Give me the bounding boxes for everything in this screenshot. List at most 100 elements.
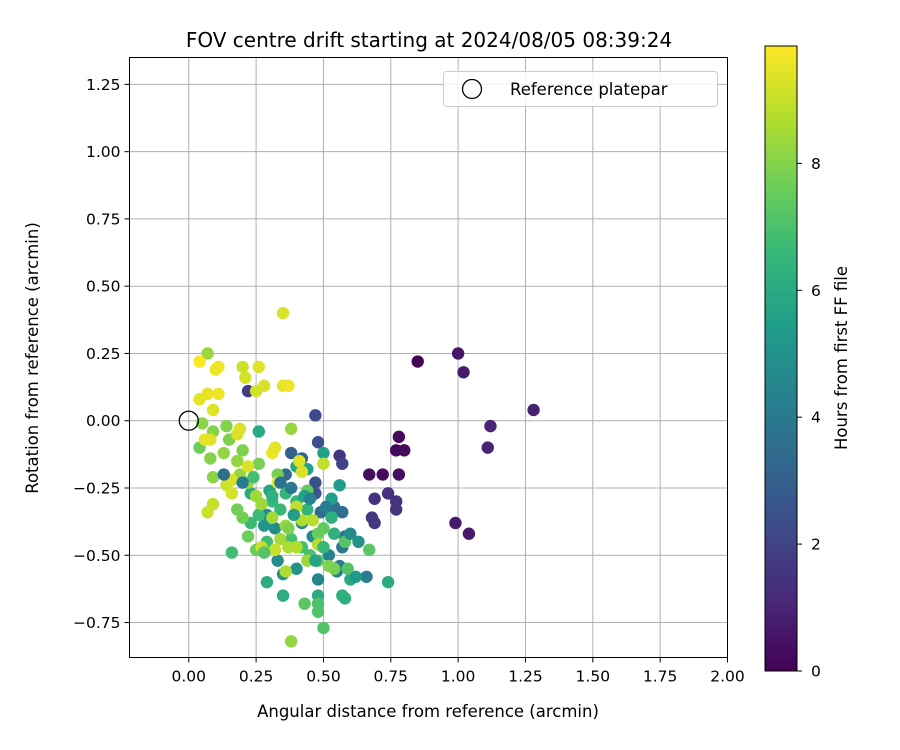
x-tick-label: 0.25 [239, 668, 274, 686]
x-tick-label: 0.50 [306, 668, 341, 686]
data-point [457, 366, 470, 379]
data-point [231, 454, 244, 468]
data-point [336, 457, 349, 470]
data-point [284, 635, 298, 648]
data-point [282, 522, 295, 535]
x-tick-label: 1.50 [576, 668, 611, 686]
data-point [274, 476, 287, 489]
y-tick-label: −0.75 [73, 614, 121, 632]
data-point [311, 527, 325, 540]
data-point [328, 562, 341, 575]
colorbar-gradient [764, 45, 798, 672]
data-point [309, 409, 322, 422]
reference-platepar-marker [178, 410, 199, 431]
data-point [266, 511, 279, 524]
data-point [398, 444, 411, 457]
colorbar-tick-label: 2 [811, 536, 821, 554]
data-point [201, 347, 214, 360]
colorbar-tick-label: 6 [811, 282, 821, 300]
data-point [389, 503, 403, 516]
x-tick-label: 1.00 [441, 668, 476, 686]
data-point [336, 506, 349, 519]
data-point [217, 468, 230, 481]
data-point [260, 575, 274, 589]
data-point [239, 371, 252, 384]
data-point [257, 379, 271, 392]
data-point [381, 487, 395, 500]
data-point [301, 503, 314, 516]
data-point [381, 575, 395, 589]
data-point [298, 597, 311, 610]
data-point [225, 487, 239, 500]
data-point [360, 570, 373, 583]
y-tick-label: 1.25 [86, 76, 121, 94]
x-tick-label: 1.25 [508, 668, 543, 686]
data-point [481, 441, 494, 454]
grid-lines [129, 57, 728, 658]
data-point [311, 573, 325, 586]
legend-reference-marker-icon [461, 78, 483, 100]
data-point [352, 535, 365, 549]
legend-box [443, 71, 718, 107]
data-point [236, 360, 249, 374]
data-point [257, 546, 271, 559]
data-point [284, 446, 298, 460]
y-tick-label: 1.00 [86, 143, 121, 161]
data-point [303, 492, 317, 505]
data-point [241, 460, 255, 473]
x-axis-label: Angular distance from reference (arcmin) [257, 702, 599, 721]
data-point [449, 516, 462, 530]
data-point [236, 476, 249, 489]
reference-marker-group [178, 410, 199, 431]
data-point [284, 481, 298, 495]
data-point [236, 511, 249, 524]
colorbar-label: Hours from first FF file [832, 266, 851, 450]
colorbar-ticks: 0 2 4 6 8 [797, 155, 821, 681]
colorbar-tick-label: 4 [811, 409, 821, 427]
data-point [317, 446, 330, 460]
data-point [290, 540, 303, 554]
data-point [257, 519, 271, 532]
colorbar-tick-label: 8 [811, 155, 821, 173]
data-point [376, 468, 389, 481]
colorbar-tick-label: 0 [811, 663, 821, 681]
data-point [328, 527, 341, 540]
data-point [206, 471, 220, 484]
colorbar: 0 2 4 6 8 Hours from first FF file [764, 45, 851, 681]
data-point [311, 605, 325, 618]
data-point [274, 503, 287, 516]
legend: Reference platepar [443, 71, 718, 107]
data-point [276, 589, 290, 602]
data-point [527, 403, 540, 417]
data-point [268, 543, 282, 557]
data-point [363, 468, 376, 481]
data-point [338, 592, 352, 605]
data-point [392, 430, 406, 444]
data-point [268, 522, 282, 535]
data-point [241, 530, 255, 543]
data-point [252, 508, 265, 522]
data-point [276, 306, 290, 320]
data-point [252, 425, 265, 438]
data-point [290, 562, 303, 575]
data-point [349, 570, 362, 583]
data-point [274, 532, 287, 546]
y-tick-label: 0.50 [86, 278, 121, 296]
data-point [311, 436, 325, 449]
y-tick-label: 0.75 [86, 210, 121, 228]
data-point [268, 441, 282, 454]
data-point [462, 527, 476, 540]
y-tick-label: −0.25 [73, 479, 121, 497]
data-point [484, 419, 497, 433]
y-axis-ticks: 1.25 1.00 0.75 0.50 0.25 0.00 −0.25 −0.50 −0.75 [73, 76, 130, 632]
chart-title: FOV centre drift starting at 2024/08/05 … [186, 28, 672, 52]
y-tick-label: −0.50 [73, 547, 121, 565]
data-point [319, 500, 333, 514]
data-point [255, 497, 268, 511]
data-point [344, 527, 357, 540]
x-tick-label: 0.00 [172, 668, 207, 686]
data-point [392, 468, 406, 481]
plot-frame [129, 57, 728, 658]
data-point [220, 419, 233, 433]
